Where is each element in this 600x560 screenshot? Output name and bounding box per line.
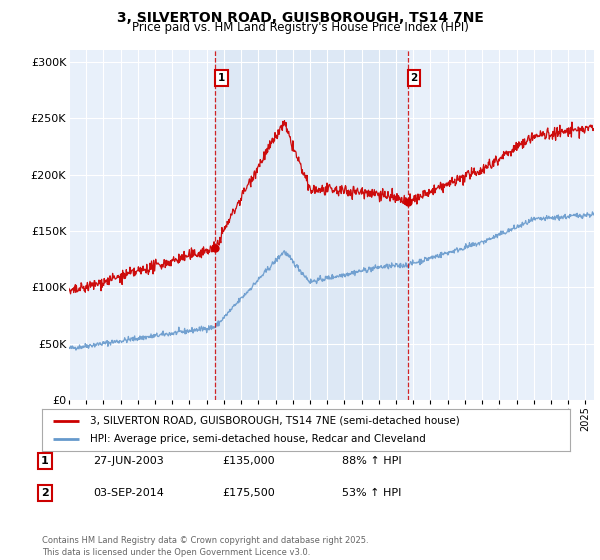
Text: 53% ↑ HPI: 53% ↑ HPI [342, 488, 401, 498]
Text: HPI: Average price, semi-detached house, Redcar and Cleveland: HPI: Average price, semi-detached house,… [89, 434, 425, 444]
Text: Contains HM Land Registry data © Crown copyright and database right 2025.
This d: Contains HM Land Registry data © Crown c… [42, 536, 368, 557]
Text: 3, SILVERTON ROAD, GUISBOROUGH, TS14 7NE: 3, SILVERTON ROAD, GUISBOROUGH, TS14 7NE [116, 12, 484, 26]
Text: 27-JUN-2003: 27-JUN-2003 [93, 456, 164, 466]
Text: 1: 1 [218, 73, 225, 83]
Text: 2: 2 [410, 73, 418, 83]
Text: 3, SILVERTON ROAD, GUISBOROUGH, TS14 7NE (semi-detached house): 3, SILVERTON ROAD, GUISBOROUGH, TS14 7NE… [89, 416, 459, 426]
Text: 1: 1 [41, 456, 49, 466]
Text: 03-SEP-2014: 03-SEP-2014 [93, 488, 164, 498]
Text: Price paid vs. HM Land Registry's House Price Index (HPI): Price paid vs. HM Land Registry's House … [131, 21, 469, 35]
Text: 88% ↑ HPI: 88% ↑ HPI [342, 456, 401, 466]
Text: £175,500: £175,500 [222, 488, 275, 498]
Text: 2: 2 [41, 488, 49, 498]
Text: £135,000: £135,000 [222, 456, 275, 466]
Bar [215, 50, 407, 400]
